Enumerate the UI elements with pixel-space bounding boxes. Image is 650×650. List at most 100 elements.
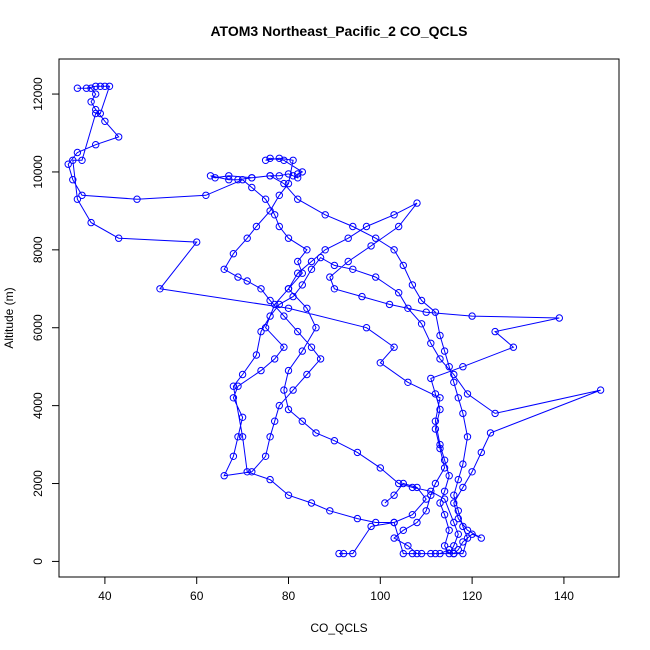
y-tick-label: 6000 [31, 314, 45, 341]
data-point [229, 394, 238, 402]
data-point [220, 265, 228, 273]
data-point [445, 526, 453, 534]
data-point [468, 312, 476, 320]
data-point [436, 499, 444, 507]
data-point [284, 405, 293, 414]
data-point [284, 491, 293, 499]
data-point [454, 475, 462, 484]
data-point [413, 483, 421, 492]
x-tick-label: 60 [190, 589, 204, 603]
data-point [248, 174, 256, 182]
data-point [440, 347, 449, 355]
data-point [280, 179, 288, 188]
data-point [92, 105, 100, 114]
data-point [395, 222, 403, 231]
data-point [312, 324, 320, 332]
data-point [303, 370, 311, 379]
data-point [431, 390, 440, 398]
data-point [555, 314, 563, 322]
data-point [261, 324, 270, 332]
data-point [417, 320, 426, 328]
data-point [234, 176, 242, 184]
data-point [307, 343, 316, 351]
data-point [431, 549, 440, 558]
data-point [115, 133, 123, 141]
data-point [321, 246, 329, 254]
data-point [450, 549, 458, 558]
data-point [330, 285, 339, 293]
data-point [445, 472, 453, 480]
data-point [238, 176, 247, 184]
data-point [271, 211, 279, 219]
data-point [422, 308, 430, 316]
data-point [316, 253, 325, 262]
data-point [101, 82, 109, 91]
data-point [229, 452, 238, 460]
data-point [78, 191, 86, 200]
data-point [436, 549, 444, 558]
x-tick-label: 80 [282, 589, 296, 603]
data-point [459, 409, 467, 418]
data-point [193, 238, 201, 246]
data-point [96, 109, 105, 118]
data-point [399, 526, 407, 534]
data-point [408, 511, 417, 519]
data-point [307, 257, 316, 266]
x-tick-label: 140 [554, 589, 574, 603]
data-point [399, 479, 407, 488]
data-point [335, 549, 343, 558]
data-point [417, 296, 426, 305]
x-tick-label: 120 [462, 589, 482, 603]
data-point [82, 84, 91, 92]
data-point [459, 538, 467, 546]
data-point [440, 511, 449, 519]
data-point [261, 195, 270, 203]
data-point [266, 475, 274, 484]
data-point [133, 195, 141, 203]
data-point [78, 156, 86, 165]
data-point [92, 90, 100, 98]
data-point [87, 98, 95, 106]
data-point [280, 312, 288, 320]
data-point [404, 304, 412, 312]
data-point [257, 285, 265, 293]
data-point [450, 370, 458, 379]
data-point [238, 433, 247, 441]
data-point [417, 549, 426, 558]
data-point [307, 265, 316, 273]
data-point [454, 530, 462, 538]
data-point [312, 429, 320, 437]
data-series [64, 82, 605, 558]
data-point [427, 491, 435, 499]
data-point [427, 374, 435, 383]
data-point [431, 479, 440, 488]
data-point [372, 518, 380, 527]
data-point [252, 351, 261, 359]
plot-frame [58, 58, 620, 578]
data-point [289, 156, 297, 165]
data-point [486, 429, 495, 437]
data-point [298, 168, 306, 176]
x-tick-label: 40 [98, 589, 112, 603]
data-point [463, 433, 472, 441]
data-point [280, 156, 288, 165]
data-point [367, 242, 375, 250]
data-point [427, 549, 435, 558]
data-point [220, 472, 228, 480]
data-point [326, 507, 334, 515]
data-point [252, 222, 261, 231]
data-point [353, 514, 362, 523]
data-point [92, 109, 100, 118]
data-point [372, 273, 380, 281]
data-point [440, 542, 449, 550]
data-point [445, 363, 453, 371]
data-point [92, 82, 100, 91]
data-point [509, 343, 518, 351]
data-point [266, 154, 274, 163]
data-point [289, 386, 297, 394]
data-point [261, 452, 270, 460]
data-point [243, 234, 251, 242]
data-point [450, 518, 458, 527]
data-point [362, 324, 371, 332]
data-point [436, 331, 444, 340]
